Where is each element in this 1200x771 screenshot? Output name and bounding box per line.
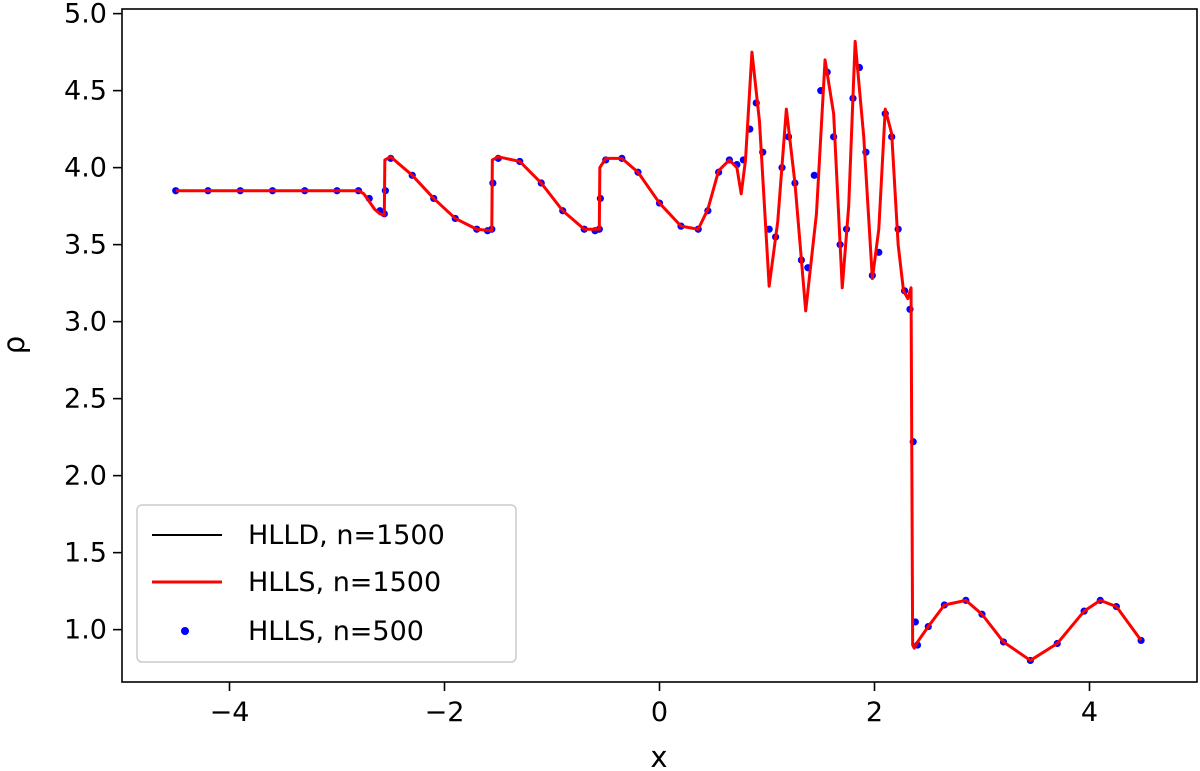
- y-tick-label: 4.5: [64, 76, 107, 107]
- x-tick-label: 0: [651, 697, 668, 728]
- legend-box: [136, 504, 517, 663]
- legend-label: HLLD, n=1500: [248, 520, 445, 551]
- x-tick-label: 4: [1081, 697, 1098, 728]
- y-tick-label: 3.5: [64, 230, 107, 261]
- y-tick-label: 3.0: [64, 307, 107, 338]
- y-tick-label: 4.0: [64, 153, 107, 184]
- y-axis-label: ρ: [0, 336, 31, 354]
- y-tick-label: 2.5: [64, 384, 107, 415]
- y-tick-label: 1.0: [64, 615, 107, 646]
- x-tick-label: 2: [866, 697, 883, 728]
- legend-label: HLLS, n=500: [248, 616, 424, 647]
- y-tick-label: 2.0: [64, 461, 107, 492]
- legend-marker: [181, 627, 189, 635]
- x-tick-label: −4: [210, 697, 250, 728]
- ticks-layer: −4 −2 0 2 4 1.0 1.5 2.0 2.5 3.0 3.5 4.0 4.5 5.0: [64, 0, 1098, 728]
- series-hlls-1500-line: [175, 39, 1143, 662]
- legend-label: HLLS, n=1500: [248, 567, 441, 598]
- series-layer: [172, 39, 1145, 665]
- data-point: [810, 171, 818, 179]
- x-tick-label: −2: [425, 697, 465, 728]
- y-tick-label: 1.5: [64, 538, 107, 569]
- x-axis-label: x: [650, 740, 667, 771]
- y-tick-label: 5.0: [64, 0, 107, 30]
- legend: HLLD, n=1500 HLLS, n=1500 HLLS, n=500: [136, 504, 517, 663]
